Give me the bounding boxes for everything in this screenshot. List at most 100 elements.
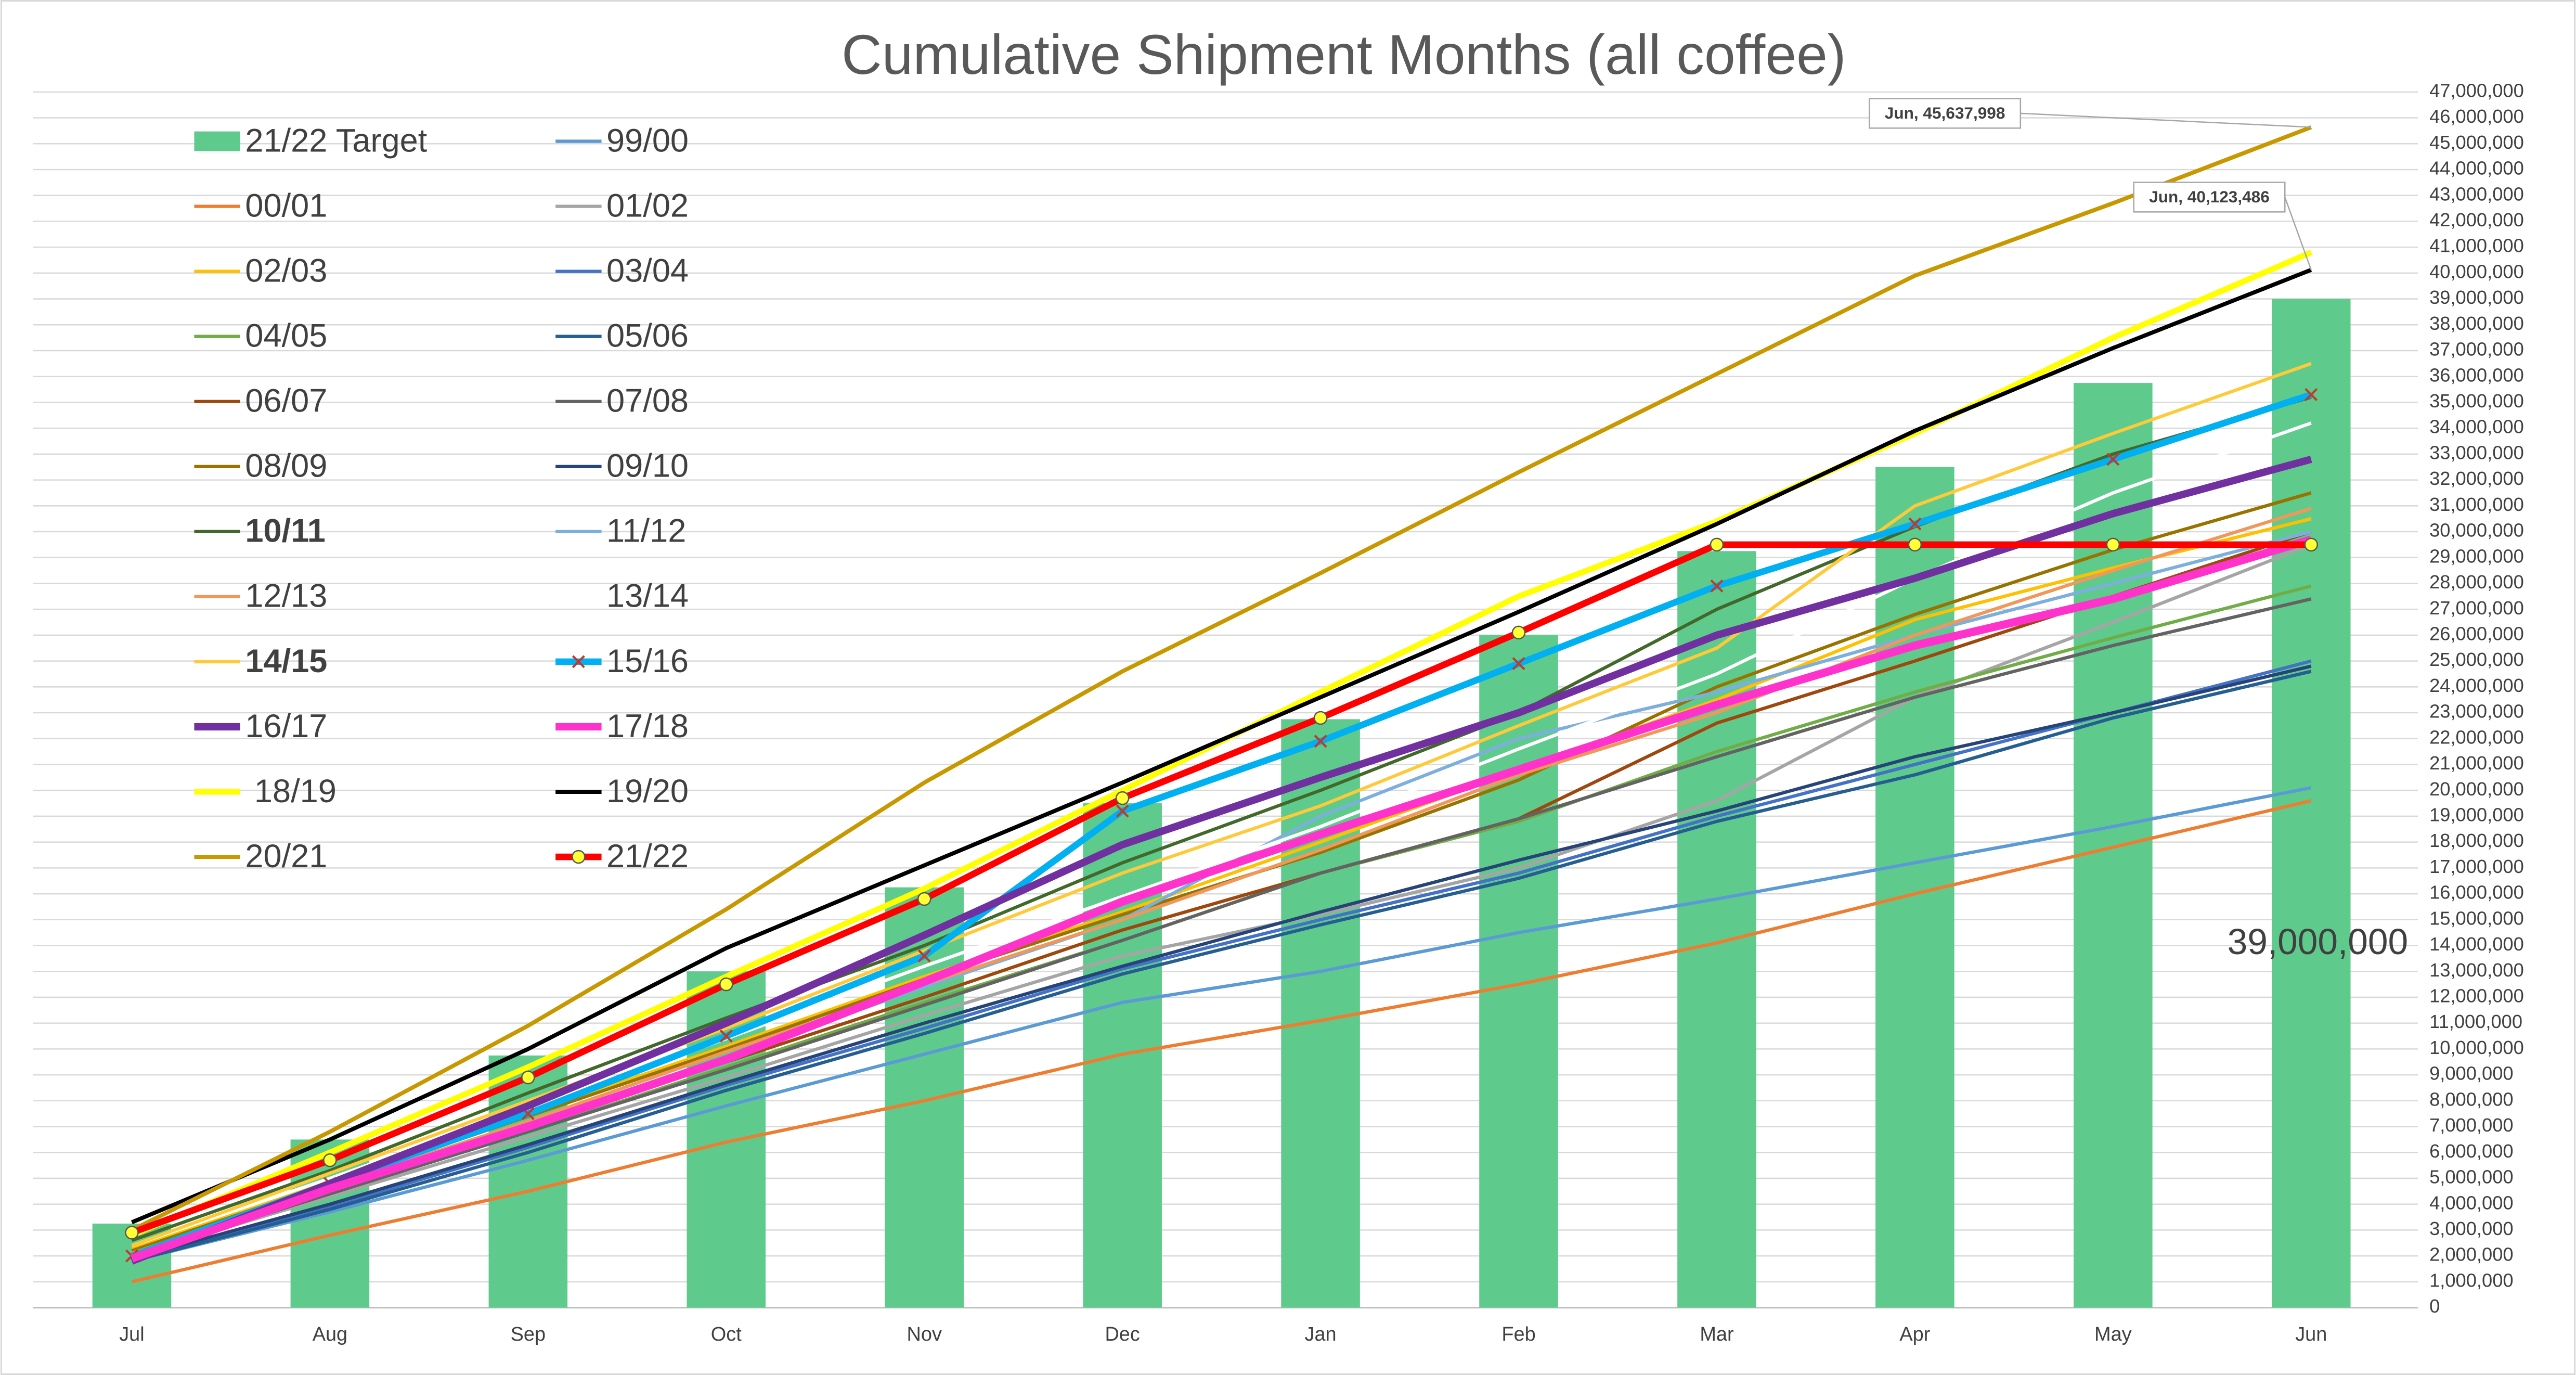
legend-swatch: [194, 131, 240, 151]
legend-label: 03/04: [606, 252, 689, 289]
legend-label: 17/18: [606, 708, 689, 744]
legend-label: 13/14: [606, 578, 689, 614]
point-marker: [1512, 657, 1525, 671]
series-line: [131, 786, 2312, 1263]
y-tick-label: 31,000,000: [2429, 494, 2524, 515]
point-marker: [1908, 517, 1922, 531]
data-label: Jun, 40,123,486: [2149, 187, 2270, 206]
point-marker: [1314, 735, 1327, 748]
y-tick-label: 12,000,000: [2429, 985, 2524, 1007]
series-line: [131, 664, 2312, 1261]
point-marker: [2305, 388, 2318, 402]
legend-item: 03/04: [555, 252, 689, 289]
x-tick-label: Nov: [907, 1323, 942, 1345]
point-marker: [521, 1070, 535, 1085]
point-marker: [572, 850, 586, 864]
point-marker: [125, 1226, 139, 1240]
series-line: [131, 799, 2312, 1283]
legend-item: 07/08: [555, 383, 689, 419]
y-tick-label: 36,000,000: [2429, 364, 2524, 385]
callout-leader: [2020, 112, 2311, 128]
legend-label: 01/02: [606, 187, 689, 224]
y-tick-label: 5,000,000: [2429, 1166, 2513, 1188]
point-marker: [2106, 453, 2120, 466]
y-tick-label: 27,000,000: [2429, 597, 2524, 619]
y-tick-label: 42,000,000: [2429, 209, 2524, 230]
y-tick-label: 32,000,000: [2429, 468, 2524, 489]
bar: [2271, 299, 2351, 1308]
data-label: Jun, 45,637,998: [1885, 104, 2005, 122]
y-tick-label: 41,000,000: [2429, 235, 2524, 256]
y-tick-label: 30,000,000: [2429, 520, 2524, 541]
x-tick-label: May: [2094, 1323, 2132, 1345]
legend-label: 08/09: [245, 448, 327, 484]
data-label: 39,000,000: [2228, 921, 2409, 962]
series-line: [131, 268, 2312, 1225]
bar: [1677, 551, 1756, 1308]
x-tick-label: Oct: [711, 1323, 742, 1345]
y-tick-label: 20,000,000: [2429, 778, 2524, 800]
x-tick-label: Jan: [1305, 1323, 1337, 1345]
x-tick-label: Feb: [1501, 1323, 1535, 1345]
y-tick-label: 13,000,000: [2429, 959, 2524, 981]
legend-item: 14/15: [194, 643, 327, 679]
legend-label: 07/08: [606, 383, 689, 419]
y-tick-label: 35,000,000: [2429, 390, 2524, 412]
y-tick-label: 14,000,000: [2429, 933, 2524, 955]
point-marker: [323, 1153, 337, 1167]
y-tick-label: 23,000,000: [2429, 701, 2524, 722]
y-tick-label: 0: [2429, 1295, 2440, 1317]
point-marker: [917, 892, 931, 906]
y-tick-label: 17,000,000: [2429, 856, 2524, 877]
y-tick-label: 34,000,000: [2429, 416, 2524, 438]
legend-item: 18/19: [194, 773, 336, 809]
series-line: [131, 670, 2312, 1263]
y-tick-label: 3,000,000: [2429, 1218, 2513, 1239]
y-tick-label: 8,000,000: [2429, 1088, 2513, 1110]
series-line: [131, 391, 2312, 1260]
legend-item: 17/18: [555, 708, 689, 744]
series-line: [131, 507, 2312, 1255]
legend-item: 04/05: [194, 318, 327, 354]
legend-label: 15/16: [606, 643, 689, 679]
legend-label: 16/17: [245, 708, 327, 744]
y-tick-label: 39,000,000: [2429, 287, 2524, 308]
series-line: [131, 597, 2312, 1258]
y-tick-label: 26,000,000: [2429, 623, 2524, 644]
y-tick-label: 43,000,000: [2429, 183, 2524, 204]
legend-item: 12/13: [194, 578, 327, 614]
y-tick-label: 16,000,000: [2429, 882, 2524, 903]
legend-label: 18/19: [245, 773, 336, 809]
legend-label: 99/00: [606, 122, 689, 159]
legend-item: 13/14: [555, 578, 689, 614]
legend-item: 21/22 Target: [194, 122, 428, 159]
y-tick-label: 25,000,000: [2429, 649, 2524, 670]
y-tick-label: 1,000,000: [2429, 1269, 2513, 1291]
y-tick-label: 38,000,000: [2429, 313, 2524, 334]
y-tick-label: 11,000,000: [2429, 1011, 2522, 1032]
y-tick-label: 9,000,000: [2429, 1063, 2513, 1084]
series-line: [130, 455, 2312, 1265]
legend-label: 06/07: [245, 383, 327, 419]
y-tick-label: 33,000,000: [2429, 442, 2524, 463]
y-tick-label: 2,000,000: [2429, 1244, 2513, 1265]
point-marker: [2304, 537, 2319, 552]
point-marker: [719, 1030, 733, 1043]
point-marker: [917, 949, 931, 962]
legend-item: 99/00: [555, 122, 689, 159]
series-line: [131, 659, 2312, 1261]
x-tick-label: Apr: [1899, 1323, 1930, 1345]
legend-item: 08/09: [194, 448, 327, 484]
y-tick-label: 46,000,000: [2429, 106, 2524, 127]
legend-label: 20/21: [245, 838, 327, 875]
callout-box: [2133, 182, 2286, 213]
y-tick-label: 19,000,000: [2429, 804, 2524, 826]
y-tick-label: 44,000,000: [2429, 158, 2524, 179]
legend-label: 02/03: [245, 252, 327, 289]
y-tick-label: 24,000,000: [2429, 675, 2524, 696]
point-marker: [1710, 579, 1724, 593]
legend-item: 21/22: [555, 838, 689, 875]
y-tick-label: 28,000,000: [2429, 571, 2524, 593]
legend-label: 10/11: [245, 513, 326, 549]
